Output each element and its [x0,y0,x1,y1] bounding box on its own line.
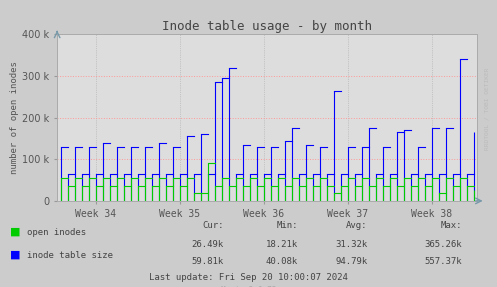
Text: 557.37k: 557.37k [424,257,462,266]
Text: Munin 2.0.73: Munin 2.0.73 [221,286,276,287]
Text: Cur:: Cur: [202,221,224,230]
Text: 18.21k: 18.21k [266,240,298,249]
Text: 31.32k: 31.32k [335,240,368,249]
Y-axis label: number of open inodes: number of open inodes [10,61,19,174]
Text: RRDTOOL / TOBI OETIKER: RRDTOOL / TOBI OETIKER [485,68,490,150]
Text: 40.08k: 40.08k [266,257,298,266]
Text: 26.49k: 26.49k [191,240,224,249]
Text: inode table size: inode table size [27,251,113,260]
Text: 94.79k: 94.79k [335,257,368,266]
Text: Min:: Min: [277,221,298,230]
Text: ■: ■ [10,250,20,260]
Title: Inode table usage - by month: Inode table usage - by month [162,20,372,33]
Text: ■: ■ [10,227,20,237]
Text: Max:: Max: [441,221,462,230]
Text: 365.26k: 365.26k [424,240,462,249]
Text: 59.81k: 59.81k [191,257,224,266]
Text: Last update: Fri Sep 20 10:00:07 2024: Last update: Fri Sep 20 10:00:07 2024 [149,273,348,282]
Text: open inodes: open inodes [27,228,86,237]
Text: Avg:: Avg: [346,221,368,230]
